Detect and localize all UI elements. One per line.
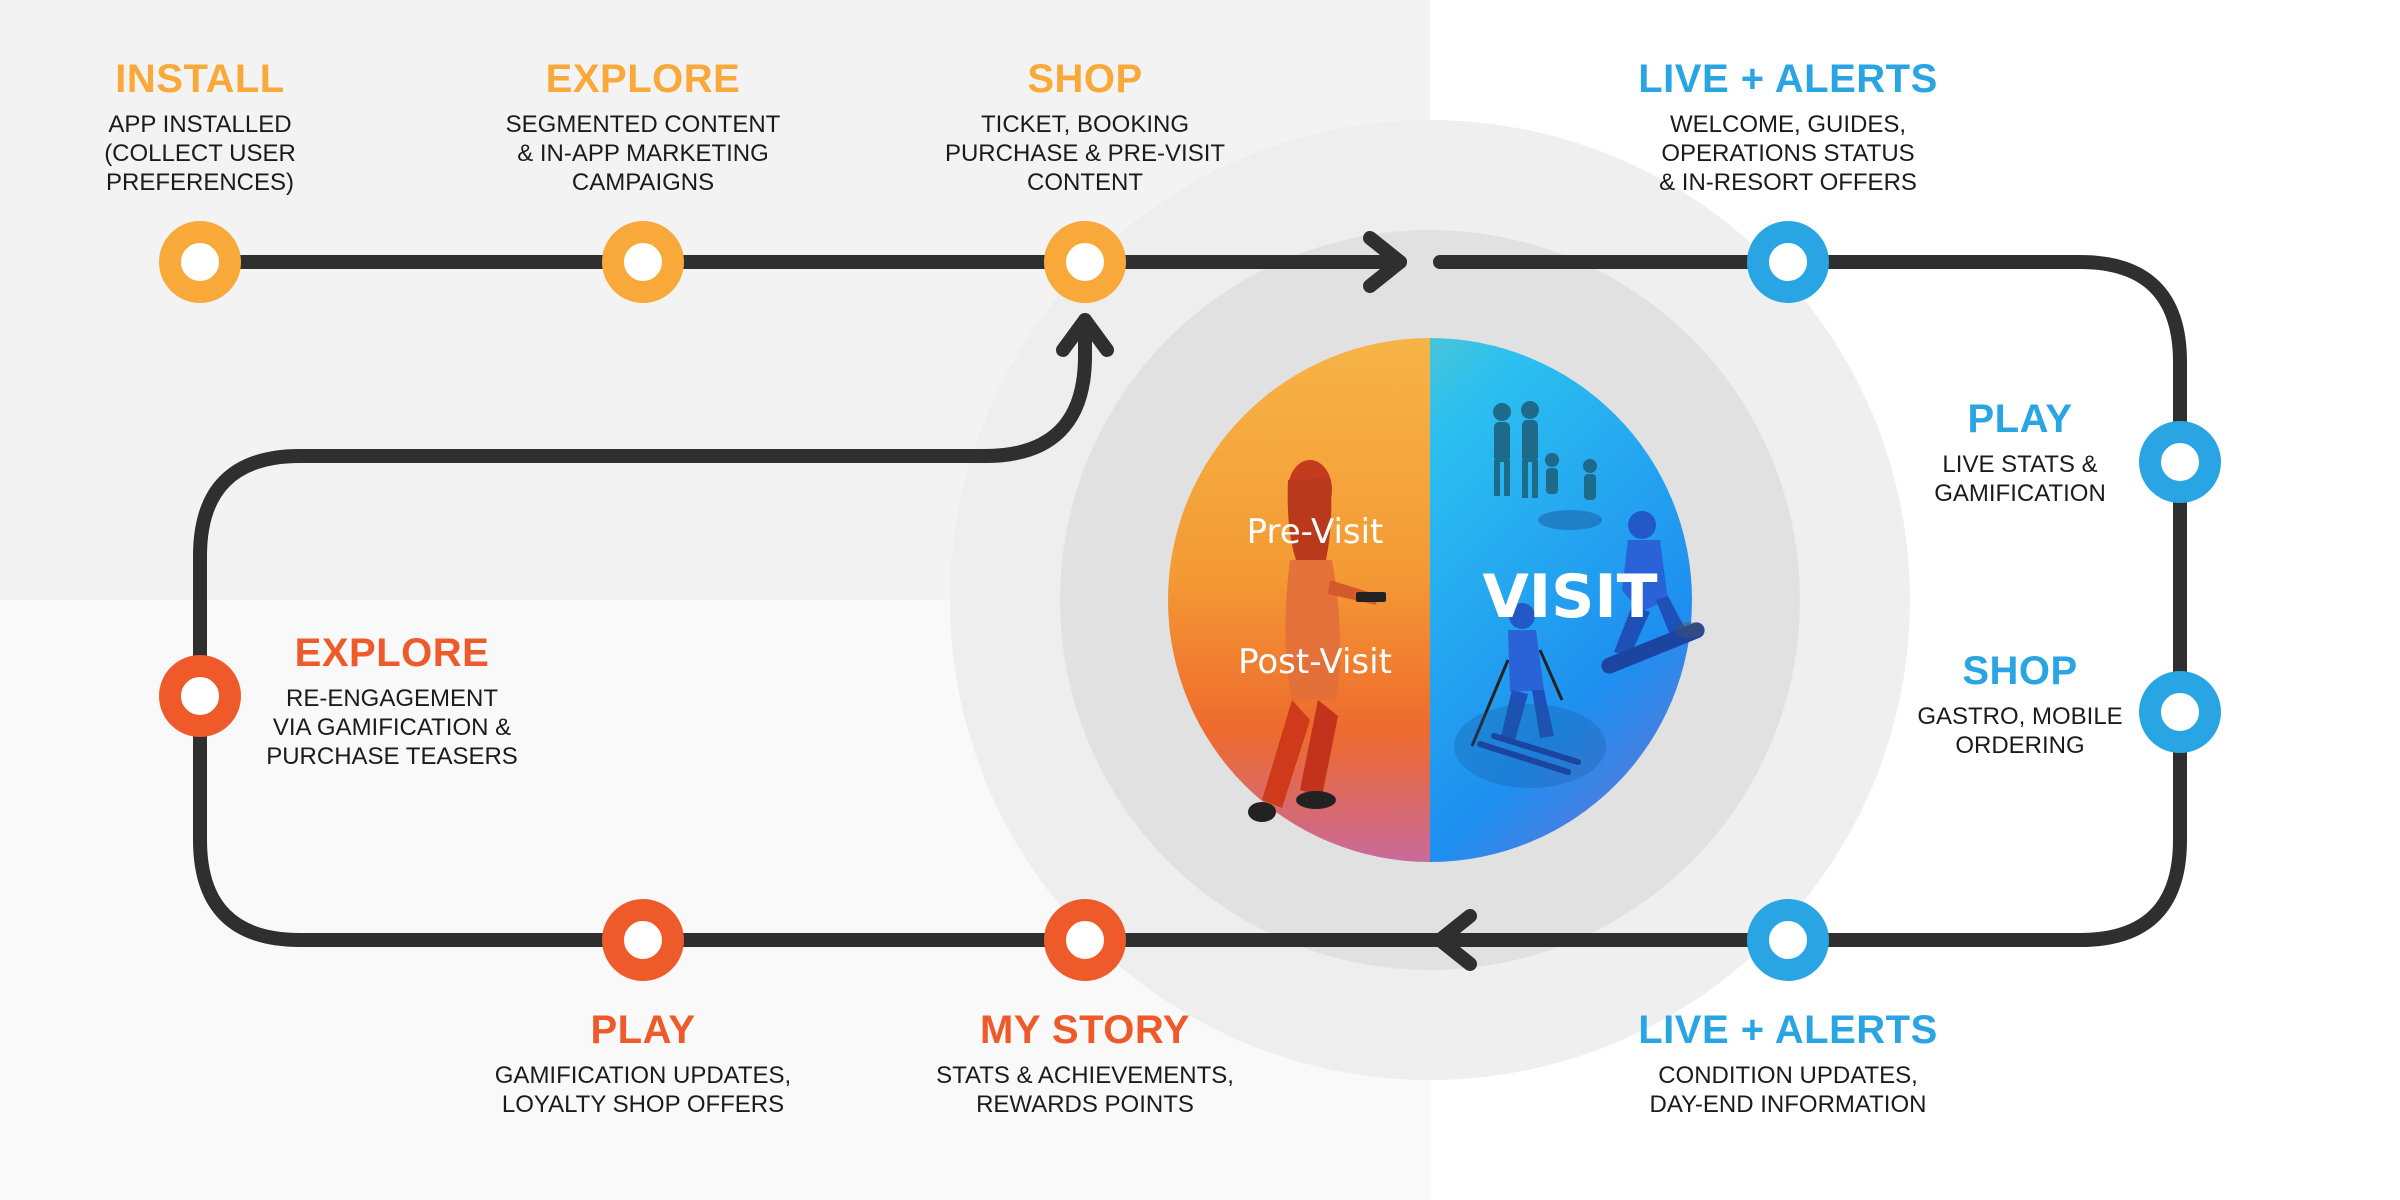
stage-shop-visit: SHOP GASTRO, MOBILE ORDERING: [1810, 648, 2230, 760]
node-explore-post: [159, 655, 241, 737]
node-live-alerts-top: [1747, 221, 1829, 303]
stage-play-post: PLAY GAMIFICATION UPDATES, LOYALTY SHOP …: [433, 1007, 853, 1119]
woman-with-phone-illustration: [1248, 460, 1386, 822]
stage-description: LIVE STATS & GAMIFICATION: [1934, 451, 2106, 507]
node-live-alerts-bottom: [1747, 899, 1829, 981]
stage-install: INSTALL APP INSTALLED (COLLECT USER PREF…: [0, 56, 410, 197]
stage-play-visit: PLAY LIVE STATS & GAMIFICATION: [1810, 396, 2230, 508]
stage-title: PLAY: [590, 1008, 696, 1052]
stage-title: MY STORY: [980, 1008, 1190, 1052]
stage-title: EXPLORE: [545, 57, 741, 101]
stage-description: GASTRO, MOBILE ORDERING: [1917, 703, 2123, 759]
stage-title: LIVE + ALERTS: [1638, 1008, 1938, 1052]
pre-visit-label: Pre-Visit: [1246, 512, 1384, 552]
stage-nodes: [159, 221, 2221, 981]
node-shop-pre: [1044, 221, 1126, 303]
stage-my-story: MY STORY STATS & ACHIEVEMENTS, REWARDS P…: [875, 1007, 1295, 1119]
stage-title: PLAY: [1967, 397, 2073, 441]
stage-title: EXPLORE: [294, 631, 490, 675]
stage-description: WELCOME, GUIDES, OPERATIONS STATUS & IN-…: [1659, 111, 1917, 196]
stage-description: RE-ENGAGEMENT VIA GAMIFICATION & PURCHAS…: [266, 685, 518, 770]
stage-title: LIVE + ALERTS: [1638, 57, 1938, 101]
journey-track: [193, 255, 2187, 947]
arrow-up-icon: [1056, 313, 1114, 357]
arrow-left-icon: [1433, 909, 1477, 971]
node-install: [159, 221, 241, 303]
arrow-right-icon: [1363, 231, 1407, 293]
stage-description: CONDITION UPDATES, DAY-END INFORMATION: [1649, 1062, 1927, 1118]
stage-description: STATS & ACHIEVEMENTS, REWARDS POINTS: [936, 1062, 1234, 1118]
stage-description: TICKET, BOOKING PURCHASE & PRE-VISIT CON…: [944, 111, 1226, 196]
stage-title: SHOP: [1962, 649, 2078, 693]
visit-label: VISIT: [1482, 562, 1658, 632]
stage-title: INSTALL: [115, 57, 285, 101]
node-play-visit: [2139, 421, 2221, 503]
visitors-illustration: [1454, 401, 1705, 788]
stage-title: SHOP: [1027, 57, 1143, 101]
stage-shop-pre: SHOP TICKET, BOOKING PURCHASE & PRE-VISI…: [875, 56, 1295, 197]
stage-description: GAMIFICATION UPDATES, LOYALTY SHOP OFFER…: [494, 1062, 792, 1118]
node-shop-visit: [2139, 671, 2221, 753]
stage-description: APP INSTALLED (COLLECT USER PREFERENCES): [104, 111, 296, 196]
post-visit-label: Post-Visit: [1238, 642, 1392, 682]
stage-description: SEGMENTED CONTENT & IN-APP MARKETING CAM…: [505, 111, 781, 196]
node-explore-pre: [602, 221, 684, 303]
stage-explore-pre: EXPLORE SEGMENTED CONTENT & IN-APP MARKE…: [433, 56, 853, 197]
stage-live-alerts-bottom: LIVE + ALERTS CONDITION UPDATES, DAY-END…: [1578, 1007, 1998, 1119]
stage-live-alerts-top: LIVE + ALERTS WELCOME, GUIDES, OPERATION…: [1578, 56, 1998, 197]
stage-explore-post: EXPLORE RE-ENGAGEMENT VIA GAMIFICATION &…: [182, 630, 602, 771]
node-play-post: [602, 899, 684, 981]
node-my-story: [1044, 899, 1126, 981]
